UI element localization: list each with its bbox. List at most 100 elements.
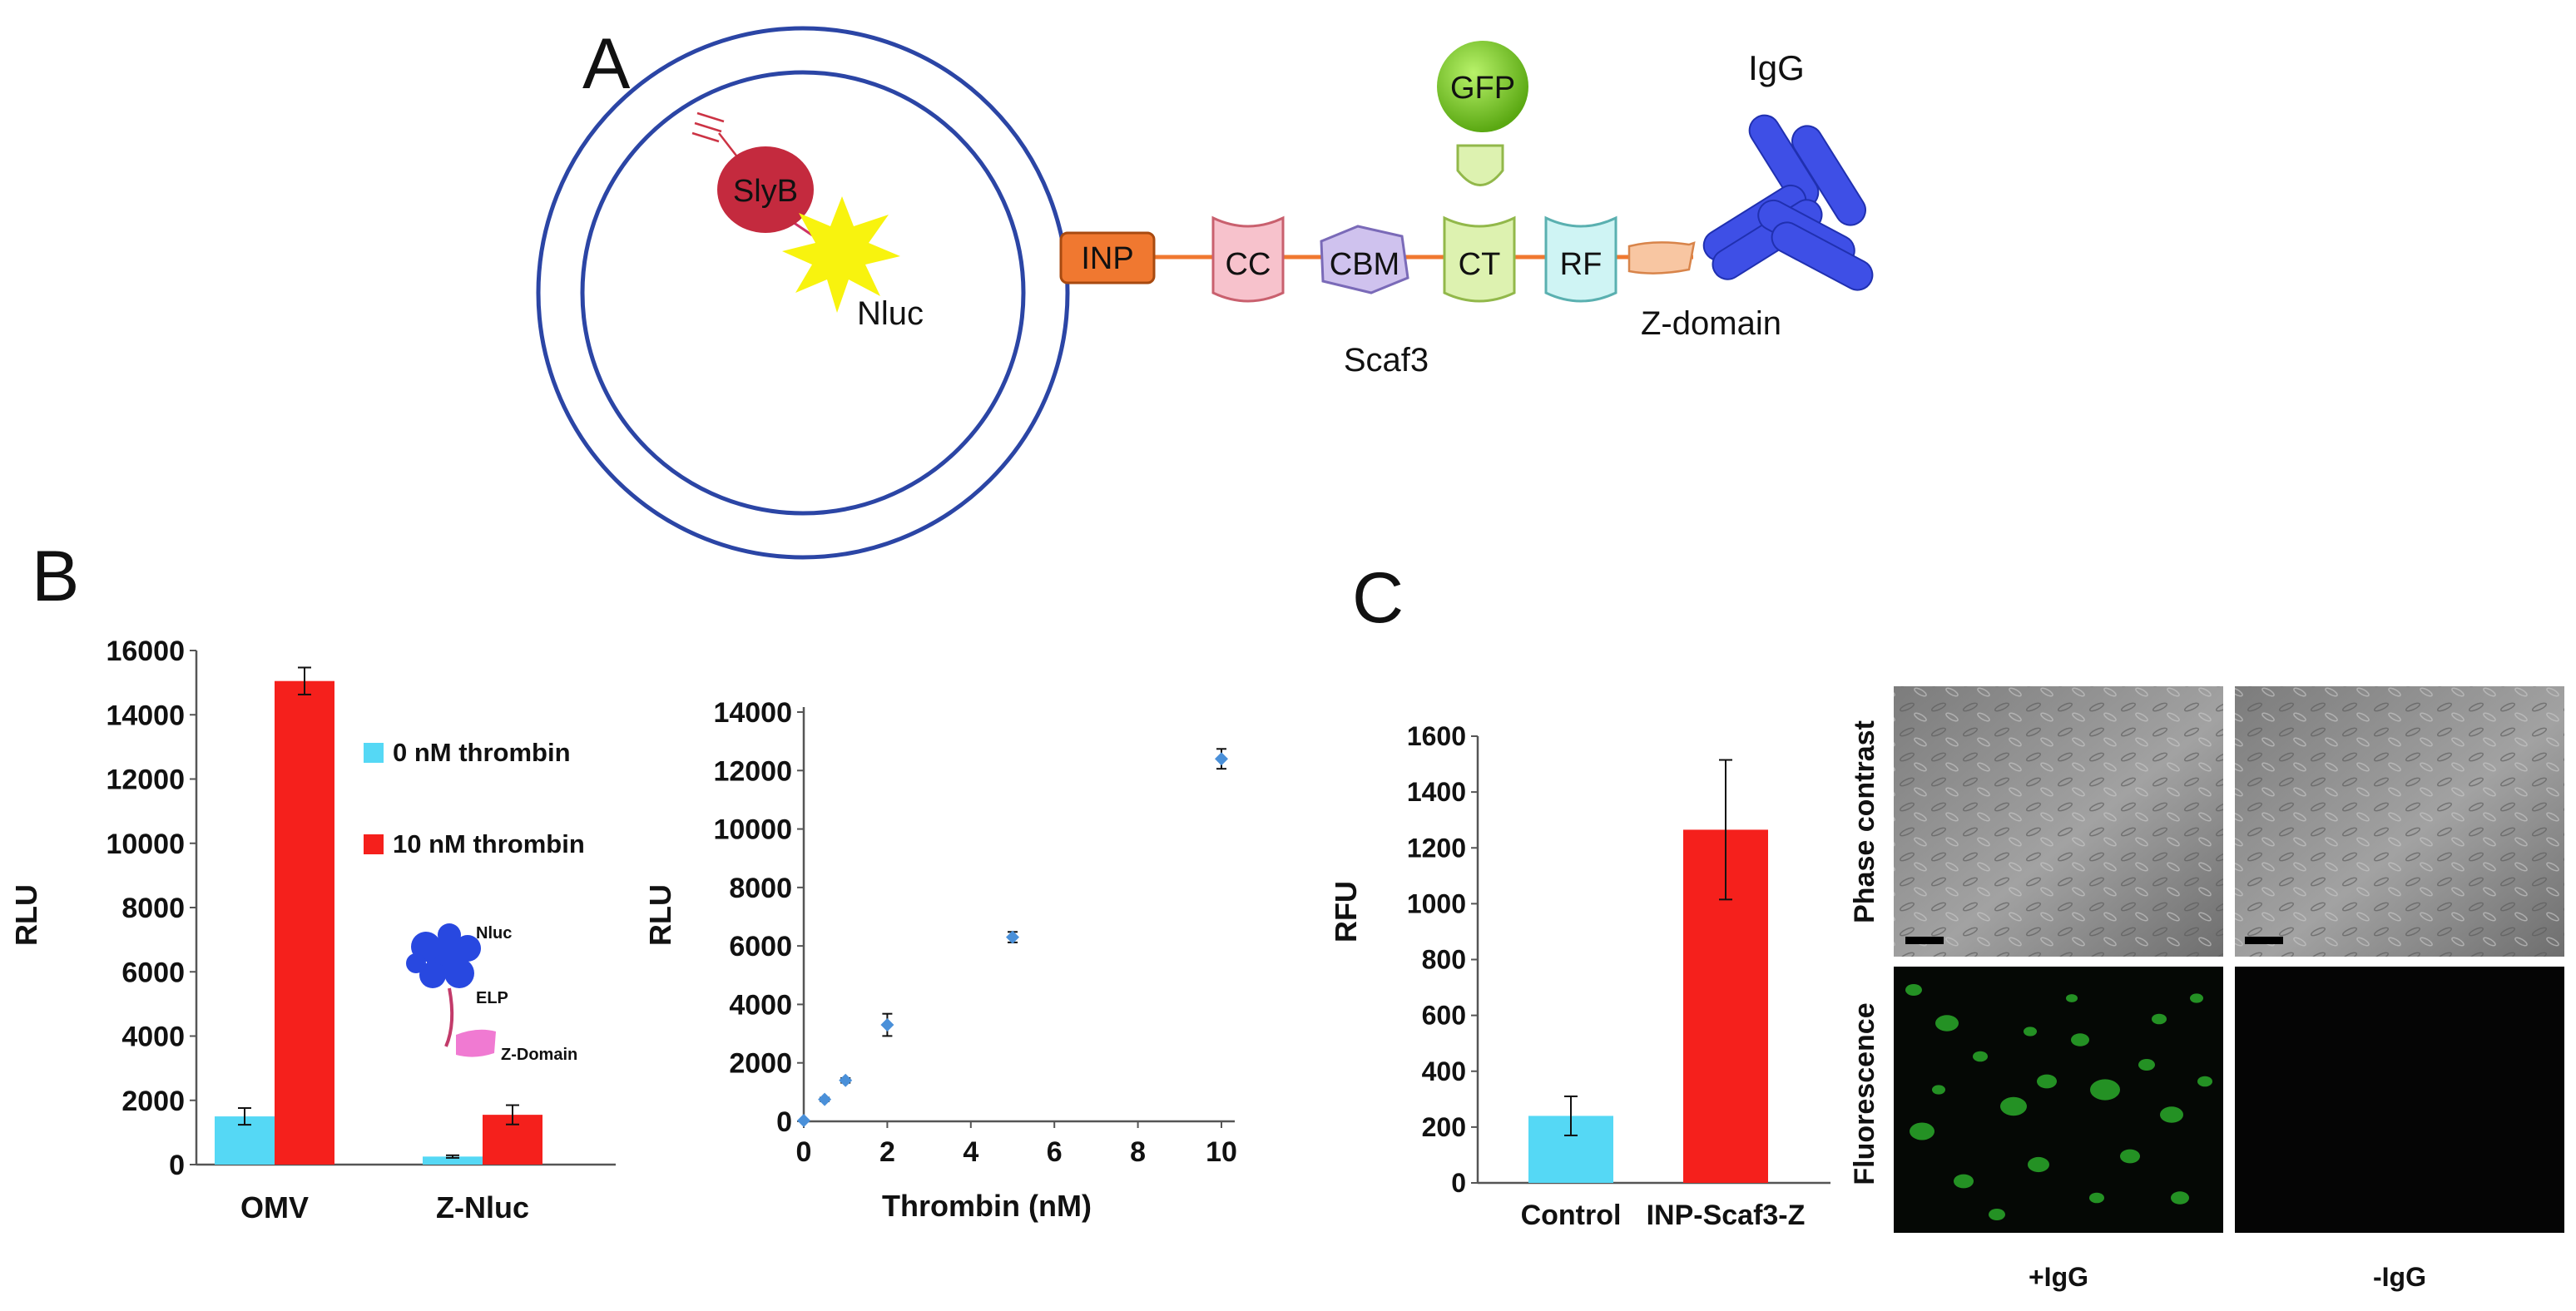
ct-dockerin [1456,144,1504,186]
cc-label: CC [1226,247,1271,282]
ct-label: CT [1459,247,1501,282]
rf-cohesin [1544,215,1617,303]
fluorescent-cell [1910,1122,1934,1140]
fluorescent-cell [1932,1085,1945,1095]
rf-label: RF [1560,247,1603,282]
nluc-label: Nluc [857,295,924,332]
x-tick-label: 2 [879,1136,895,1168]
scale-bar [2245,937,2283,944]
legend-swatch-0nm [364,743,384,763]
x-category-label: Z-Nluc [436,1190,529,1224]
igg-label: IgG [1748,48,1805,87]
y-tick-label: 1000 [1407,888,1466,918]
fluorescent-cell [2037,1074,2057,1089]
legend-label-0nm: 0 nM thrombin [393,738,571,767]
fluorescent-cell [2090,1079,2120,1101]
cbm-domain [1320,225,1409,294]
chart-c1: RFU 0 200 400 600 800 1000 1200 1400 1600 Contro… [1329,721,1830,1231]
y-tick-label: 1200 [1407,833,1466,863]
y-tick-label: 0 [169,1150,185,1181]
x-tick-label: 0 [796,1136,812,1168]
fluorescent-cell [2171,1191,2189,1205]
fluorescent-cell [2028,1156,2049,1173]
scale-bar [1905,937,1944,944]
outer-membrane [536,26,1070,560]
chart-b2-ylabel: RLU [643,884,677,946]
legend-swatch-10nm [364,834,384,854]
fluorescent-cell [1973,1051,1988,1062]
row-label-fluorescence: Fluorescence [1849,1002,1880,1185]
panel-label-a: A [582,24,631,104]
bar-z-nluc-0 [423,1156,483,1165]
row-label-phase-contrast: Phase contrast [1849,720,1880,923]
x-category-label: INP-Scaf3-Z [1647,1200,1806,1231]
data-point [818,1092,832,1106]
fluorescent-cell [1954,1174,1974,1189]
data-point [880,1018,894,1032]
slyb-protein [717,146,814,233]
chart-b2-xlabel: Thrombin (nM) [882,1189,1092,1223]
y-tick-label: 12000 [713,755,792,787]
x-tick-label: 4 [963,1136,978,1168]
fluorescent-cell [2120,1149,2140,1164]
y-tick-label: 600 [1422,1001,1466,1031]
z-domain-shape [1627,241,1696,275]
error-bar [446,1154,459,1159]
bar-omv-1 [275,680,334,1165]
fluorescent-cell [1935,1015,1959,1031]
slyb-label: SlyB [733,174,798,209]
data-point [1006,930,1019,944]
elp-linker [444,987,454,1047]
fluorescence-igg-plus [1894,967,2223,1233]
y-tick-label: 1400 [1407,777,1466,807]
y-tick-label: 14000 [713,697,792,729]
y-tick-label: 4000 [121,1022,185,1053]
y-tick-label: 6000 [121,957,185,988]
y-tick-label: 200 [1422,1112,1466,1142]
y-tick-label: 1600 [1407,721,1466,751]
nluc-star-shape [782,196,900,313]
phase-contrast-igg-plus [1894,686,2223,957]
chart-b1: RLU 0 2000 4000 6000 8000 10000 12000 14000 1600… [9,636,616,1224]
nluc-structure-icon [406,923,481,988]
data-point [1215,752,1228,766]
y-tick-label: 2000 [729,1048,792,1080]
gfp-label: GFP [1450,71,1515,106]
z-nluc-inset: Nluc ELP Z-Domain [406,923,577,1064]
x-category-label: Control [1521,1200,1622,1231]
fluorescent-cell [2190,993,2203,1003]
inner-membrane [580,70,1026,516]
panel-label-c: C [1352,558,1404,638]
col-label-plus-igg: +IgG [2029,1262,2088,1292]
y-tick-label: 2000 [121,1086,185,1117]
cc-cohesin [1211,215,1285,303]
fluorescence-igg-minus [2235,967,2564,1233]
error-bar [506,1104,519,1125]
panel-a: A SlyB Nluc INP CC CBM CT GFP RF [536,24,1874,560]
y-tick-label: 8000 [729,873,792,904]
fluorescent-cell [2024,1027,2037,1036]
error-bar [238,1107,251,1126]
z-domain-inset-shape [456,1029,496,1057]
error-bar [1564,1095,1578,1136]
y-tick-label: 400 [1422,1056,1466,1086]
phase-contrast-igg-minus [2235,686,2564,957]
y-tick-label: 16000 [106,636,185,667]
fluorescent-cell [2000,1096,2027,1116]
x-tick-label: 6 [1047,1136,1063,1168]
error-bar [298,666,311,695]
inset-zdomain-label: Z-Domain [501,1046,577,1064]
y-tick-label: 8000 [121,893,185,924]
fluorescent-cell [2138,1059,2155,1071]
x-tick-label: 8 [1130,1136,1146,1168]
chart-b2: RLU 0 2000 4000 6000 8000 10000 12000 14000 0 2 4… [643,697,1237,1223]
fluorescent-cell [2071,1033,2089,1046]
y-tick-label: 800 [1422,945,1466,975]
y-tick-label: 10000 [106,829,185,860]
scaf3-label: Scaf3 [1344,342,1429,378]
fluorescent-cell [2152,1013,2167,1025]
y-tick-label: 4000 [729,989,792,1021]
y-tick-label: 0 [776,1106,792,1138]
cell-membrane [536,26,1070,560]
data-point [839,1073,853,1087]
